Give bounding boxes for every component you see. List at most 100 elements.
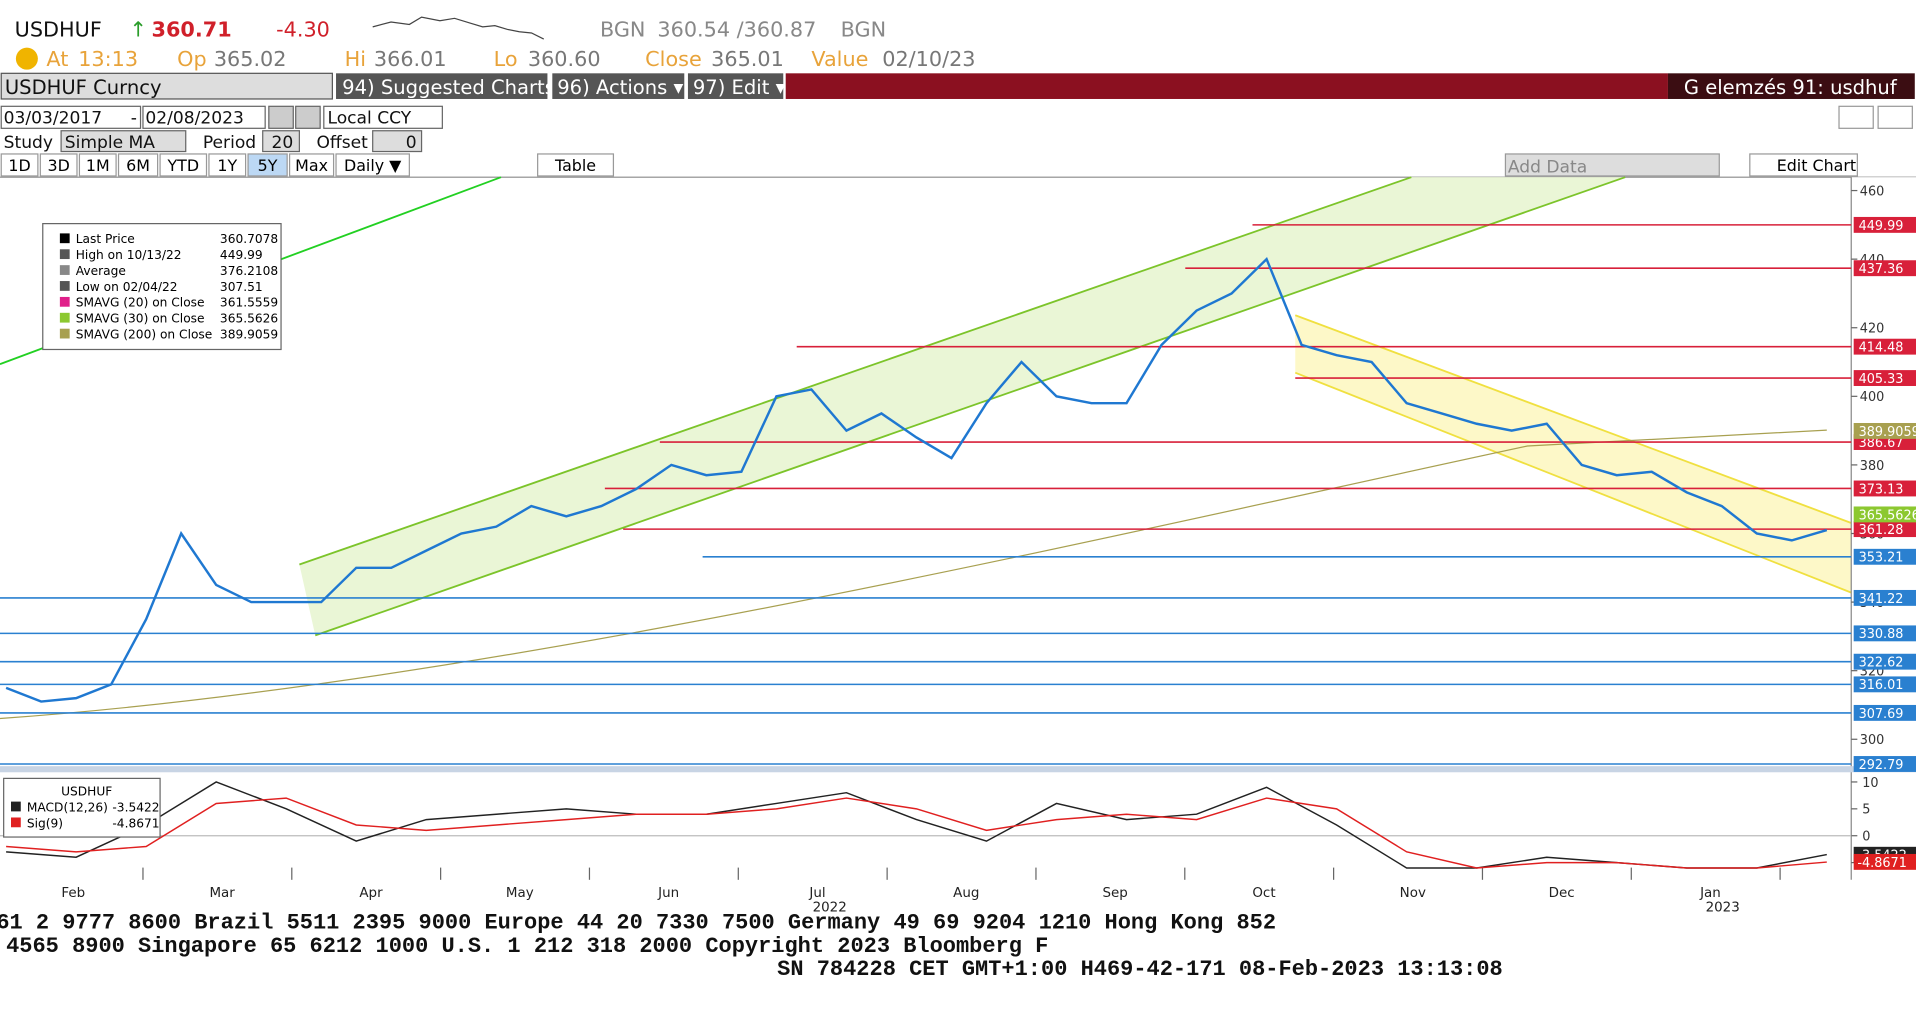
resistance-tag-label: 373.13 <box>1859 482 1904 497</box>
period: 20 <box>271 133 293 153</box>
range-button[interactable] <box>39 153 78 177</box>
at-label: At <box>46 47 68 71</box>
value: 02/10/23 <box>882 47 975 71</box>
swatch <box>10 801 21 812</box>
resistance-tag <box>1853 338 1916 355</box>
end-date-box[interactable] <box>142 105 266 129</box>
legend-swatch <box>59 281 70 291</box>
sma30-tag <box>1853 506 1916 523</box>
year-label: 2023 <box>1706 901 1740 916</box>
range-button[interactable] <box>288 153 335 177</box>
suggested: 94) Suggested Charts <box>342 76 555 99</box>
y-tick-label: 380 <box>1860 459 1884 474</box>
study-label: Study <box>4 133 53 153</box>
security: USDHUF Curncy <box>5 76 162 99</box>
resistance-tag <box>1853 216 1916 233</box>
edit-button[interactable] <box>687 73 784 99</box>
range-button-label: 1M <box>86 156 110 175</box>
support-tag-label: 341.22 <box>1859 592 1904 607</box>
security-box[interactable] <box>0 72 333 100</box>
close-label: Close <box>645 47 702 71</box>
actions-button[interactable] <box>552 73 685 99</box>
legend-label: Average <box>76 264 126 278</box>
open-label: Op <box>177 47 207 71</box>
study-box[interactable] <box>60 130 187 153</box>
table-button[interactable] <box>537 153 615 177</box>
gauge-icon <box>15 47 38 70</box>
legend-value: 376.2108 <box>220 264 278 278</box>
legend-label: Last Price <box>76 232 135 246</box>
sig-last: -4.8671 <box>112 816 159 830</box>
support-tag-label: 307.69 <box>1859 707 1904 722</box>
start-date-box[interactable] <box>0 105 142 129</box>
resistance-tag <box>1853 521 1916 538</box>
period-box[interactable] <box>262 130 300 153</box>
offset-box[interactable] <box>372 130 423 153</box>
sma200-tag-label: 389.9059 <box>1859 425 1916 440</box>
month-label: Oct <box>1252 886 1275 901</box>
support-tag-label: 330.88 <box>1859 627 1904 642</box>
sig_last-tag <box>1853 853 1916 870</box>
legend-swatch <box>59 233 70 244</box>
range-button[interactable] <box>159 153 208 177</box>
currency-box[interactable] <box>323 105 443 129</box>
month-label: Sep <box>1102 886 1127 901</box>
suggested-button[interactable] <box>336 73 548 99</box>
redo-button[interactable] <box>1877 105 1913 129</box>
currency: Local CCY <box>327 108 411 128</box>
month-label: Jan <box>1699 886 1721 901</box>
change: -4.30 <box>276 18 330 42</box>
sig-label: Sig(9) <box>27 816 63 830</box>
support-tag-label: 316.01 <box>1859 678 1904 693</box>
source2: BGN <box>841 18 887 42</box>
low: 360.60 <box>528 47 601 71</box>
legend: Last Price 360.7078 High on 10/13/22 449.99… <box>42 223 282 351</box>
range-row: 03/03/2017 - 02/08/2023 Local CCY Study … <box>0 105 1913 153</box>
actions: 96) Actions ▾ <box>557 76 683 99</box>
range-button[interactable] <box>117 153 159 177</box>
resistance-tag-label: 386.67 <box>1859 436 1904 451</box>
start-date: 03/03/2017 <box>4 108 103 128</box>
support-tag <box>1853 625 1916 642</box>
bid-ask: 360.54 /360.87 <box>657 18 816 42</box>
sma200-tag <box>1853 422 1916 439</box>
support-tag <box>1853 589 1916 606</box>
month-label: Feb <box>61 886 85 901</box>
range-button[interactable] <box>78 153 117 177</box>
menu-bar: USDHUF Curncy 94) Suggested Charts 96) A… <box>0 72 1915 100</box>
legend-label: High on 10/13/22 <box>76 248 182 262</box>
range-button[interactable] <box>335 153 410 177</box>
ticker-tape: 61 2 9777 8600 Brazil 5511 2395 9000 Eur… <box>0 911 1503 982</box>
prev-button[interactable] <box>268 105 294 129</box>
range-button[interactable] <box>247 153 288 177</box>
up-arrow: ↑ <box>130 18 147 42</box>
dash: - <box>131 108 137 128</box>
at: 13:13 <box>78 47 138 71</box>
range-button-label: YTD <box>166 156 199 175</box>
edit-chart-button[interactable] <box>1749 153 1858 177</box>
legend-swatch <box>59 312 70 323</box>
range-button-label: 5Y <box>258 156 278 175</box>
legend-value: 361.5559 <box>220 296 278 310</box>
open: 365.02 <box>214 47 287 71</box>
add-data-box[interactable] <box>1504 153 1720 177</box>
legend-value: 307.51 <box>220 280 263 294</box>
legend-swatch <box>59 265 70 275</box>
range-button[interactable] <box>0 153 39 177</box>
close: 365.01 <box>711 47 784 71</box>
resistance-tag <box>1853 370 1916 386</box>
undo-button[interactable] <box>1838 105 1874 129</box>
legend-value: 449.99 <box>220 248 263 262</box>
legend-swatch <box>59 296 70 307</box>
macd-title: USDHUF <box>61 784 112 798</box>
year-label: 2022 <box>813 901 847 916</box>
month-label: Apr <box>359 886 383 901</box>
sig_last-tag-label: -4.8671 <box>1857 856 1907 871</box>
edit: 97) Edit ▾ <box>693 76 786 99</box>
month-label: May <box>506 886 534 901</box>
range-button[interactable] <box>208 153 247 177</box>
study-type: Simple MA <box>65 133 156 153</box>
range-button-label: Daily ▼ <box>344 156 402 175</box>
next-button[interactable] <box>295 105 321 129</box>
